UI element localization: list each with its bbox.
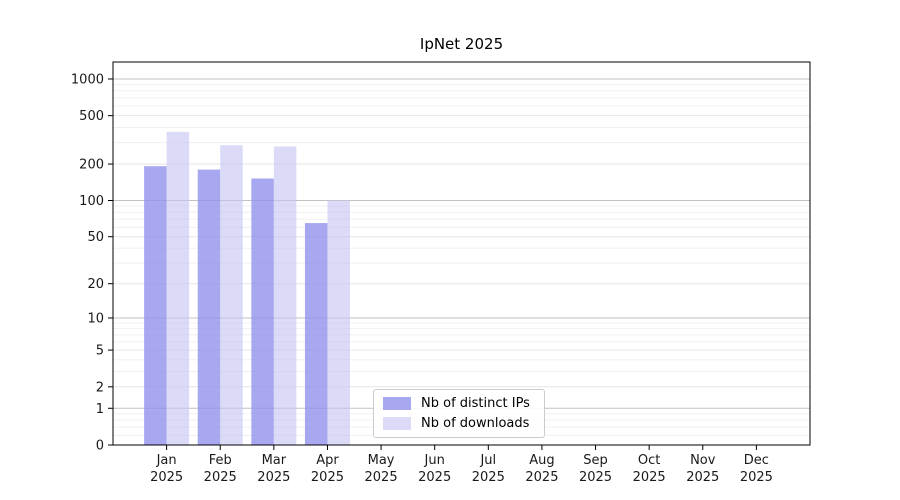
y-tick-label: 100 [79, 194, 104, 209]
y-tick-label: 500 [79, 109, 104, 124]
x-tick-label: Feb 2025 [204, 453, 237, 485]
y-tick-label: 20 [87, 277, 104, 292]
y-tick-label: 0 [96, 439, 104, 454]
y-tick-label: 1000 [71, 73, 104, 88]
x-tick-label: Nov 2025 [686, 453, 719, 485]
plot-frame [112, 61, 811, 446]
y-tick-label: 10 [87, 311, 104, 326]
bar-mar-downloads [273, 146, 297, 445]
legend-label-downloads: Nb of downloads [421, 416, 530, 431]
x-tick-label: Jul 2025 [472, 453, 505, 485]
bar-mar-distinct-ips [251, 178, 274, 445]
x-tick-label: Apr 2025 [311, 453, 344, 485]
legend: Nb of distinct IPs Nb of downloads [373, 389, 545, 438]
bar-jan-distinct-ips [144, 166, 167, 446]
y-tick-label: 5 [96, 344, 104, 359]
legend-swatch-downloads [383, 417, 411, 430]
axes-layer [108, 61, 811, 450]
bar-jan-downloads [166, 131, 190, 445]
legend-item-downloads: Nb of downloads [383, 416, 535, 431]
y-tick-label: 50 [87, 230, 104, 245]
chart-title: IpNet 2025 [419, 35, 504, 53]
y-tick-label: 1 [96, 402, 104, 417]
x-tick-label: Mar 2025 [257, 453, 290, 485]
x-tick-label: Jan 2025 [150, 453, 183, 485]
x-tick-label: Dec 2025 [740, 453, 773, 485]
x-tick-label: Aug 2025 [525, 453, 558, 485]
bars-layer [144, 131, 350, 446]
bar-feb-distinct-ips [197, 169, 221, 445]
bar-apr-distinct-ips [304, 223, 328, 445]
bar-feb-downloads [220, 145, 243, 445]
x-tick-label: May 2025 [365, 453, 398, 485]
x-tick-label: Sep 2025 [579, 453, 612, 485]
y-axis-labels: 0 1 2 5 10 20 50 100 200 500 1000 [71, 73, 104, 454]
x-tick-label: Oct 2025 [633, 453, 666, 485]
legend-item-distinct-ips: Nb of distinct IPs [383, 396, 535, 411]
legend-label-distinct-ips: Nb of distinct IPs [421, 396, 530, 411]
y-tick-label: 200 [79, 158, 104, 173]
x-tick-label: Jun 2025 [418, 453, 451, 485]
y-tick-label: 2 [96, 380, 104, 395]
x-axis-labels: Jan 2025 Feb 2025 Mar 2025 Apr 2025 May 2025 Jun 20… [150, 453, 773, 485]
bar-apr-downloads [327, 200, 350, 445]
legend-swatch-distinct-ips [383, 397, 411, 410]
